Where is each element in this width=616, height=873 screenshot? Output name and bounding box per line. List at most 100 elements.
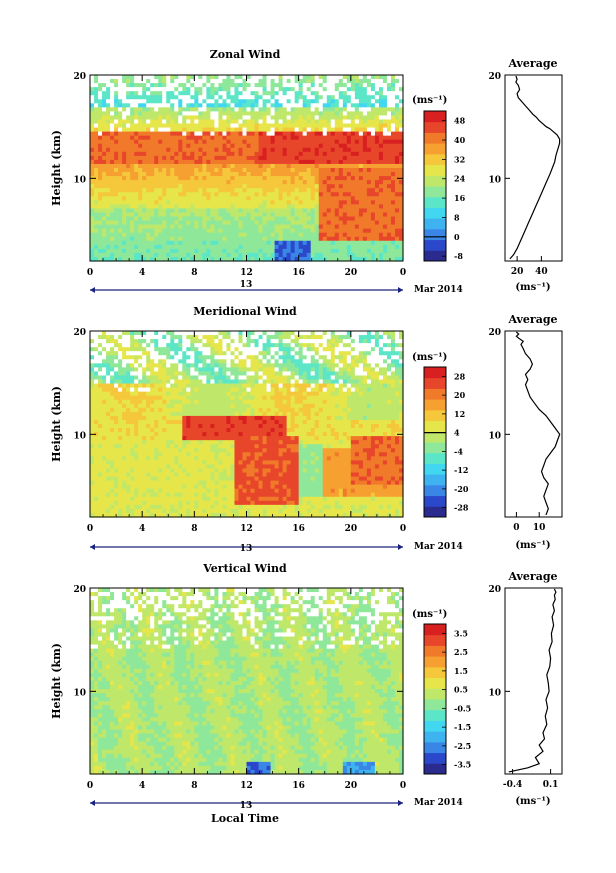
heatmap-cell: [126, 176, 131, 181]
heatmap-cell: [90, 163, 95, 169]
heatmap-cell: [234, 244, 240, 250]
heatmap-cell: [374, 355, 380, 360]
heatmap-cell: [322, 375, 328, 381]
heatmap-cell: [322, 359, 328, 364]
heatmap-cell: [330, 363, 336, 368]
heatmap-cell: [250, 359, 256, 364]
heatmap-cell: [202, 383, 207, 389]
heatmap-cell: [398, 159, 404, 165]
heatmap-cell: [282, 135, 288, 141]
heatmap-cell: [94, 180, 99, 185]
heatmap-cell: [230, 200, 236, 205]
heatmap-cell: [306, 83, 312, 88]
heatmap-cell: [170, 176, 175, 181]
heatmap-cell: [114, 123, 119, 129]
heatmap-cell: [166, 184, 171, 189]
heatmap-cell: [238, 343, 244, 348]
heatmap-cell: [322, 371, 328, 377]
heatmap-cell: [146, 236, 151, 242]
heatmap-cell: [146, 192, 151, 197]
heatmap-cell: [382, 347, 388, 352]
heatmap-cell: [170, 172, 175, 177]
heatmap-cell: [206, 375, 211, 381]
heatmap-cell: [374, 79, 380, 84]
heatmap-cell: [138, 363, 143, 368]
heatmap-cell: [94, 163, 99, 169]
heatmap-cell: [302, 335, 308, 340]
heatmap-cell: [262, 163, 268, 169]
heatmap-cell: [334, 107, 340, 112]
heatmap-cell: [330, 395, 336, 401]
heatmap-cell: [186, 363, 191, 368]
heatmap-cell: [198, 395, 203, 401]
heatmap-cell: [194, 155, 199, 161]
heatmap-cell: [106, 244, 111, 250]
heatmap-cell: [98, 383, 103, 389]
heatmap-cell: [194, 228, 199, 234]
heatmap-cell: [290, 151, 296, 157]
heatmap-cell: [210, 379, 215, 385]
heatmap-cell: [110, 236, 115, 242]
heatmap-cell: [286, 335, 292, 340]
heatmap-cell: [166, 75, 171, 80]
heatmap-cell: [270, 139, 276, 145]
heatmap-cell: [366, 192, 372, 197]
heatmap-cell: [98, 103, 103, 108]
heatmap-cell: [350, 139, 356, 145]
heatmap-cell: [246, 103, 252, 108]
heatmap-cell: [166, 216, 171, 222]
heatmap-cell: [222, 139, 228, 145]
heatmap-cell: [390, 355, 396, 360]
heatmap-cell: [214, 256, 220, 262]
heatmap-cell: [270, 228, 276, 234]
heatmap-cell: [242, 351, 248, 356]
heatmap-cell: [314, 143, 320, 149]
heatmap-cell: [154, 216, 159, 222]
heatmap-cell: [354, 196, 360, 201]
heatmap-cell: [258, 331, 264, 336]
heatmap-cell: [138, 240, 143, 246]
heatmap-cell: [214, 151, 220, 157]
heatmap-cell: [386, 176, 392, 181]
heatmap-cell: [290, 204, 296, 210]
heatmap-cell: [138, 204, 143, 210]
heatmap-cell: [394, 79, 400, 84]
heatmap-cell: [346, 331, 352, 336]
heatmap-cell: [122, 172, 127, 177]
heatmap-cell: [174, 111, 179, 117]
heatmap-cell: [178, 335, 183, 340]
heatmap-cell: [174, 216, 179, 222]
heatmap-cell: [398, 188, 404, 193]
heatmap-cell: [282, 256, 288, 262]
heatmap-cell: [302, 339, 308, 344]
heatmap-cell: [330, 188, 336, 193]
heatmap-cell: [162, 371, 167, 377]
heatmap-cell: [198, 75, 203, 80]
heatmap-cell: [294, 87, 300, 92]
heatmap-cell: [90, 196, 95, 201]
heatmap-cell: [154, 220, 159, 226]
heatmap-cell: [394, 383, 400, 389]
heatmap-cell: [154, 355, 159, 360]
heatmap-cell: [290, 244, 296, 250]
heatmap-cell: [286, 367, 292, 373]
heatmap-cell: [386, 91, 392, 96]
heatmap-cell: [354, 163, 360, 169]
heatmap-cell: [98, 379, 103, 385]
heatmap-cell: [118, 151, 123, 157]
heatmap-cell: [178, 188, 183, 193]
heatmap-cell: [298, 383, 304, 389]
heatmap-cell: [254, 224, 260, 230]
heatmap-cell: [298, 355, 304, 360]
heatmap-cell: [238, 220, 244, 226]
heatmap-cell: [274, 204, 280, 210]
heatmap-cell: [214, 252, 220, 258]
heatmap-cell: [382, 103, 388, 108]
heatmap-cell: [130, 127, 135, 133]
heatmap-cell: [114, 99, 119, 104]
heatmap-cell: [342, 135, 348, 141]
heatmap-cell: [394, 339, 400, 344]
heatmap-cell: [274, 335, 280, 340]
heatmap-cell: [106, 208, 111, 214]
heatmap-cell: [162, 188, 167, 193]
